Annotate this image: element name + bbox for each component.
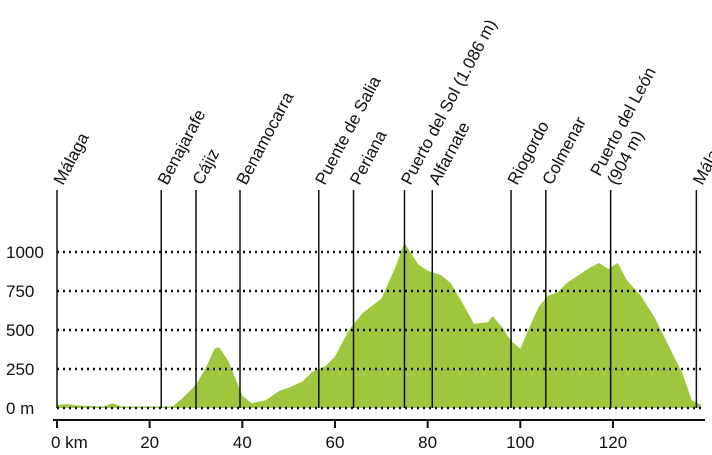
place-label: Puerto del León(904 m) <box>587 64 677 188</box>
x-tick-label: 100 <box>506 433 534 452</box>
y-tick-label: 750 <box>6 282 34 301</box>
x-tick-label: 60 <box>326 433 345 452</box>
place-label-line: Cájiz <box>189 146 224 188</box>
x-tick-label: 80 <box>418 433 437 452</box>
y-tick-label: 500 <box>6 321 34 340</box>
x-tick-label: 20 <box>140 433 159 452</box>
y-tick-label: 250 <box>6 360 34 379</box>
place-label-line: Málaga <box>689 129 712 188</box>
x-tick-label: 40 <box>233 433 252 452</box>
place-label: Benamocarra <box>233 88 298 188</box>
x-tick-label: 120 <box>599 433 627 452</box>
place-label: Cájiz <box>189 146 224 188</box>
elevation-area <box>57 242 701 408</box>
place-label: Málaga <box>50 129 93 188</box>
place-label-line: Benamocarra <box>233 88 298 188</box>
place-label-line: Málaga <box>50 129 93 188</box>
y-tick-label: 0 m <box>6 399 34 418</box>
x-tick-label: 0 km <box>51 433 88 452</box>
place-label: Málaga <box>689 129 712 188</box>
y-tick-label: 1000 <box>6 243 44 262</box>
